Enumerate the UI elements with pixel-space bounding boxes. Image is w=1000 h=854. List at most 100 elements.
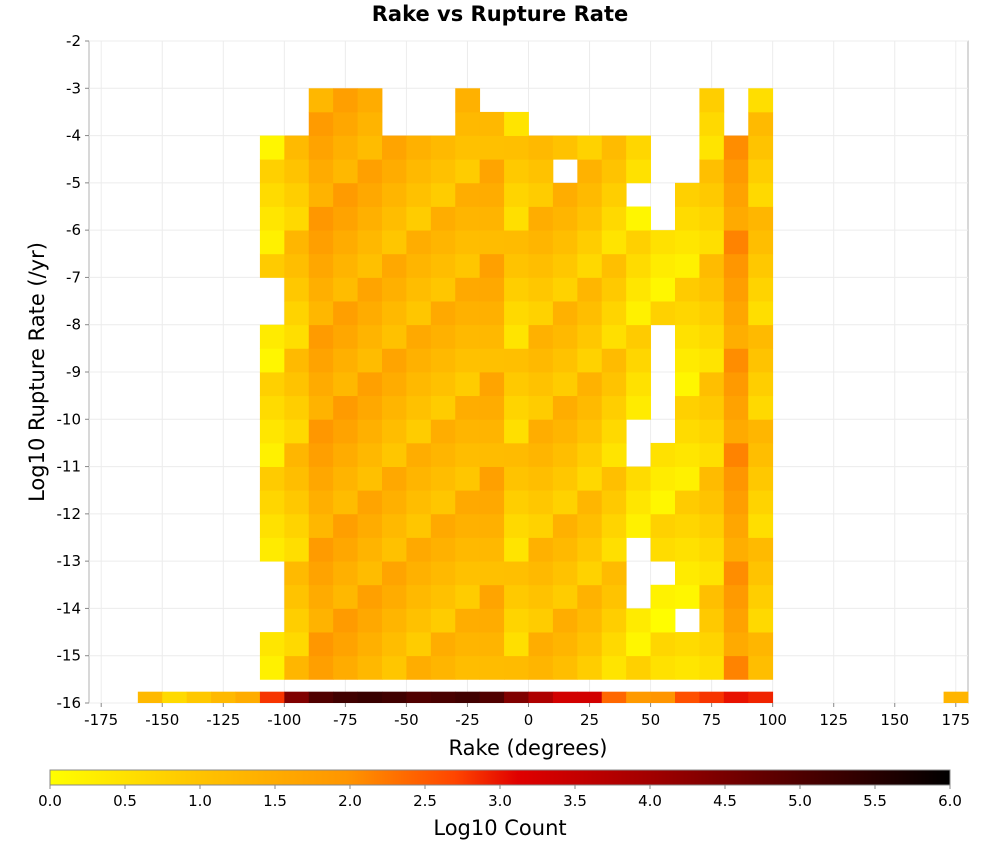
heatmap-cell xyxy=(308,442,334,467)
heatmap-cell xyxy=(748,372,774,397)
heatmap-cells xyxy=(137,88,969,703)
heatmap-cell xyxy=(455,442,481,467)
heatmap-cell xyxy=(479,608,505,633)
heatmap-cell-bottom xyxy=(162,691,188,703)
heatmap-cell xyxy=(723,561,749,586)
heatmap-cell xyxy=(699,632,725,657)
heatmap-cell xyxy=(308,608,334,633)
heatmap-cell xyxy=(333,277,358,302)
heatmap-cell xyxy=(528,182,554,207)
heatmap-cell xyxy=(577,206,603,231)
heatmap-cell-bottom xyxy=(723,691,749,703)
heatmap-cell xyxy=(406,395,432,420)
heatmap-cell xyxy=(333,513,358,538)
heatmap-cell xyxy=(675,490,700,515)
heatmap-cell xyxy=(479,655,505,680)
heatmap-cell xyxy=(723,159,749,184)
heatmap-cell xyxy=(406,253,432,278)
heatmap-cell xyxy=(259,632,285,657)
heatmap-cell xyxy=(333,608,358,633)
heatmap-cell-bottom xyxy=(601,691,627,703)
heatmap-cell xyxy=(675,466,700,491)
heatmap-cell xyxy=(479,206,505,231)
heatmap-cell xyxy=(308,324,334,349)
heatmap-cell xyxy=(699,135,725,160)
heatmap-cell xyxy=(479,301,505,326)
heatmap-cell xyxy=(748,253,774,278)
heatmap-cell xyxy=(333,135,358,160)
heatmap-cell xyxy=(699,372,725,397)
heatmap-cell xyxy=(284,301,310,326)
heatmap-cell xyxy=(748,88,774,113)
heatmap-cell xyxy=(430,608,456,633)
heatmap-cell xyxy=(406,135,432,160)
heatmap-cell xyxy=(577,537,603,562)
heatmap-cell xyxy=(455,632,481,657)
y-tick-label: -14 xyxy=(57,599,82,617)
heatmap-cell-bottom xyxy=(577,691,603,703)
heatmap-cell xyxy=(699,230,725,255)
heatmap-cell xyxy=(675,537,700,562)
heatmap-cell xyxy=(748,513,774,538)
heatmap-cell xyxy=(333,442,358,467)
heatmap-cell xyxy=(479,632,505,657)
colorbar-tick-label: 3.5 xyxy=(563,792,587,810)
heatmap-cell xyxy=(723,372,749,397)
heatmap-cell xyxy=(259,253,285,278)
heatmap-cell xyxy=(699,206,725,231)
heatmap-cell xyxy=(430,348,456,373)
heatmap-cell-bottom xyxy=(479,691,505,703)
heatmap-cell-bottom xyxy=(382,691,407,703)
heatmap-cell xyxy=(601,584,627,609)
heatmap-cell-bottom xyxy=(943,691,969,703)
heatmap-cell xyxy=(333,537,358,562)
heatmap-cell xyxy=(455,490,481,515)
heatmap-cell xyxy=(308,655,334,680)
heatmap-cell xyxy=(455,584,481,609)
heatmap-cell xyxy=(699,608,725,633)
heatmap-cell xyxy=(723,206,749,231)
heatmap-cell xyxy=(382,277,407,302)
heatmap-cell xyxy=(357,513,383,538)
heatmap-cell xyxy=(723,230,749,255)
heatmap-cell xyxy=(552,513,578,538)
heatmap-cell xyxy=(455,537,481,562)
heatmap-cell xyxy=(675,206,700,231)
heatmap-cell xyxy=(552,277,578,302)
heatmap-cell xyxy=(455,182,481,207)
heatmap-cell xyxy=(675,301,700,326)
heatmap-cell xyxy=(479,584,505,609)
heatmap-cell xyxy=(577,608,603,633)
heatmap-cell xyxy=(382,561,407,586)
heatmap-cell xyxy=(675,655,700,680)
heatmap-cell xyxy=(650,513,676,538)
heatmap-cell-bottom xyxy=(528,691,554,703)
x-tick-label: -25 xyxy=(455,711,480,729)
heatmap-cell xyxy=(748,419,774,444)
heatmap-cell xyxy=(308,395,334,420)
heatmap-cell-bottom xyxy=(504,691,529,703)
heatmap-cell xyxy=(284,277,310,302)
heatmap-cell xyxy=(528,159,554,184)
heatmap-cell xyxy=(382,372,407,397)
heatmap-cell xyxy=(699,490,725,515)
heatmap-cell xyxy=(601,490,627,515)
heatmap-cell xyxy=(675,442,700,467)
heatmap-cell xyxy=(723,419,749,444)
heatmap-cell-bottom xyxy=(357,691,383,703)
heatmap-cell xyxy=(430,584,456,609)
heatmap-cell xyxy=(626,490,651,515)
heatmap-cell xyxy=(650,537,676,562)
heatmap-cell xyxy=(333,490,358,515)
heatmap-cell xyxy=(406,277,432,302)
heatmap-cell xyxy=(504,513,529,538)
heatmap-cell xyxy=(455,135,481,160)
heatmap-cell xyxy=(626,632,651,657)
heatmap-cell xyxy=(699,395,725,420)
heatmap-cell xyxy=(650,608,676,633)
heatmap-cell xyxy=(504,324,529,349)
heatmap-cell xyxy=(333,655,358,680)
heatmap-cell xyxy=(382,632,407,657)
colorbar-tick-label: 5.0 xyxy=(788,792,812,810)
heatmap-cell xyxy=(601,608,627,633)
